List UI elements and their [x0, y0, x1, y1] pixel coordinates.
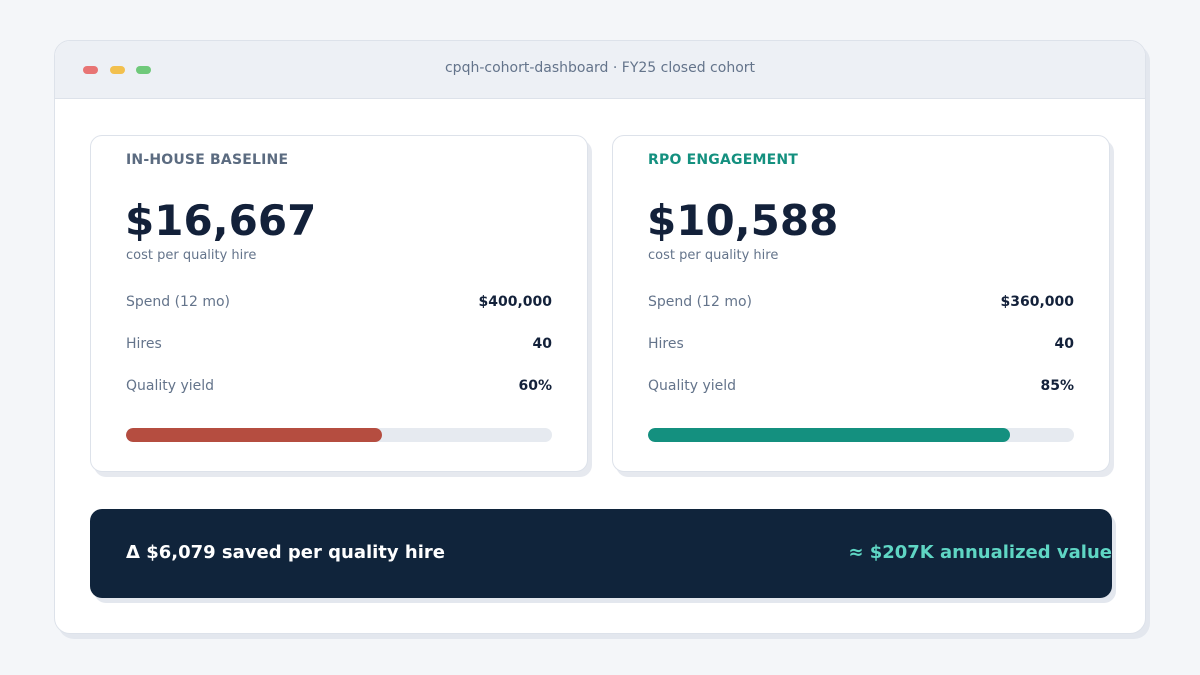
card-label: IN-HOUSE BASELINE: [126, 152, 289, 168]
cost-per-quality-hire-label: cost per quality hire: [126, 248, 257, 263]
rpo-engagement-card: RPO ENGAGEMENT $10,588 cost per quality …: [612, 135, 1110, 472]
quality-yield-value: 60%: [518, 378, 552, 394]
hires-row: Hires 40: [126, 336, 552, 356]
hires-row: Hires 40: [648, 336, 1074, 356]
quality-yield-label: Quality yield: [648, 378, 737, 394]
spend-value: $360,000: [1000, 294, 1074, 310]
title-bar: cpqh-cohort-dashboard · FY25 closed coho…: [55, 41, 1145, 99]
quality-yield-progress-bar: [648, 428, 1074, 442]
quality-yield-value: 85%: [1040, 378, 1074, 394]
dashboard-window: cpqh-cohort-dashboard · FY25 closed coho…: [54, 40, 1146, 634]
spend-row: Spend (12 mo) $400,000: [126, 294, 552, 314]
minimize-window-button[interactable]: [110, 66, 125, 74]
spend-label: Spend (12 mo): [126, 294, 230, 310]
card-label: RPO ENGAGEMENT: [648, 152, 799, 168]
window-title: cpqh-cohort-dashboard · FY25 closed coho…: [444, 60, 756, 76]
savings-per-hire-text: Δ $6,079 saved per quality hire: [126, 542, 445, 563]
spend-row: Spend (12 mo) $360,000: [648, 294, 1074, 314]
quality-yield-progress-fill: [648, 428, 1011, 442]
in-house-baseline-card: IN-HOUSE BASELINE $16,667 cost per quali…: [90, 135, 588, 472]
quality-yield-label: Quality yield: [126, 378, 215, 394]
close-window-button[interactable]: [83, 66, 98, 74]
quality-yield-row: Quality yield 85%: [648, 378, 1074, 398]
maximize-window-button[interactable]: [136, 66, 151, 74]
cost-per-quality-hire-value: $10,588: [647, 196, 839, 245]
cost-per-quality-hire-label: cost per quality hire: [648, 248, 779, 263]
quality-yield-progress-fill: [126, 428, 382, 442]
cost-per-quality-hire-value: $16,667: [125, 196, 317, 245]
quality-yield-row: Quality yield 60%: [126, 378, 552, 398]
spend-label: Spend (12 mo): [648, 294, 752, 310]
annualized-value-text: ≈ $207K annualized value: [848, 542, 1112, 563]
hires-value: 40: [532, 336, 552, 352]
quality-yield-progress-bar: [126, 428, 552, 442]
hires-label: Hires: [648, 336, 684, 352]
hires-label: Hires: [126, 336, 162, 352]
savings-banner: Δ $6,079 saved per quality hire ≈ $207K …: [90, 509, 1112, 598]
spend-value: $400,000: [478, 294, 552, 310]
hires-value: 40: [1054, 336, 1074, 352]
